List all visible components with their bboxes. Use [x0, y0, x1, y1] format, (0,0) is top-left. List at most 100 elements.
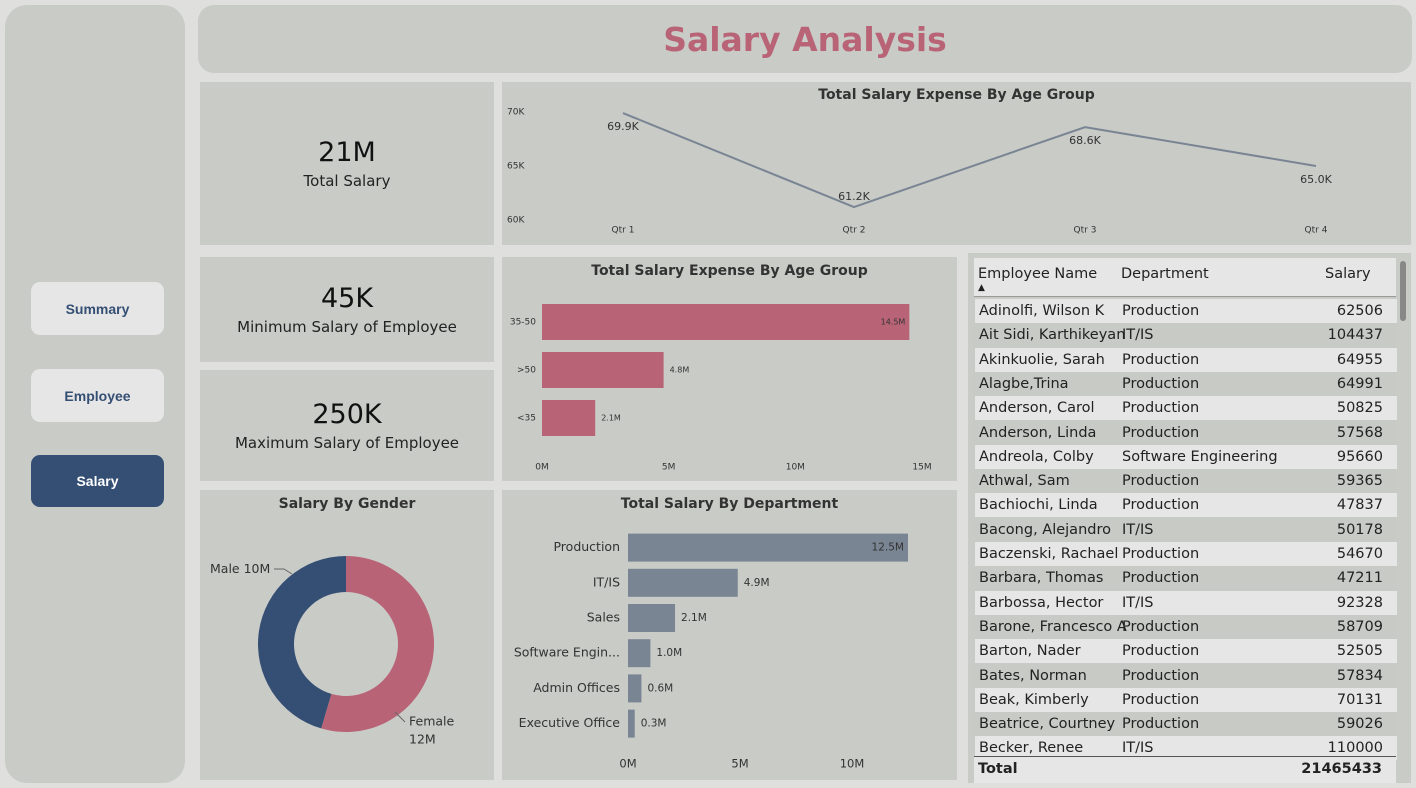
cell: Production	[1122, 570, 1200, 587]
table-row: Bates, Norman Production 57834	[974, 663, 1397, 688]
x-tick-label: Qtr 2	[843, 226, 866, 236]
category-label: 35-50	[510, 318, 536, 328]
bar	[542, 304, 910, 340]
table-row: Ait Sidi, Karthikeyan IT/IS 104437	[974, 323, 1397, 348]
data-label: 1.0M	[656, 647, 682, 659]
chart-title: Total Salary Expense By Age Group	[818, 87, 1094, 103]
table-row: Anderson, Linda Production 57568	[974, 420, 1397, 445]
legend-label: Male 10M	[210, 561, 270, 576]
total-value: 21465433	[1301, 761, 1382, 777]
nav-button[interactable]: Salary	[31, 455, 164, 507]
cell: 64991	[1336, 375, 1383, 392]
kpi-card: 45K Minimum Salary of Employee	[200, 257, 494, 362]
x-tick-label: Qtr 1	[612, 226, 635, 236]
table-row: Barton, Nader Production 52505	[974, 639, 1397, 664]
table-card: Employee Name Department Salary ▲ Adinolfi, …	[968, 253, 1411, 783]
cell: Bachiochi, Linda	[979, 497, 1098, 514]
bar	[628, 639, 651, 668]
bar	[628, 533, 908, 562]
chart-title: Total Salary Expense By Age Group	[591, 263, 867, 279]
chart-title: Total Salary By Department	[621, 496, 839, 512]
cell: 70131	[1336, 691, 1383, 708]
bar	[628, 674, 642, 703]
table-row: Anderson, Carol Production 50825	[974, 396, 1397, 421]
data-label: 2.1M	[601, 414, 621, 423]
data-label: 4.9M	[744, 577, 770, 589]
cell: 59365	[1336, 473, 1383, 490]
bar	[628, 709, 635, 738]
cell: 54670	[1336, 546, 1383, 562]
table-row: Barbossa, Hector IT/IS 92328	[974, 590, 1397, 615]
cell: Production	[1122, 618, 1200, 635]
chart: Total Salary Expense By Age Group 60K 65K 7…	[507, 87, 1333, 236]
cell: Barone, Francesco A	[979, 618, 1127, 635]
cell: Anderson, Carol	[979, 400, 1095, 417]
cell: Production	[1122, 303, 1200, 319]
cell: 57568	[1336, 424, 1383, 441]
table-total: Total 21465433	[974, 756, 1396, 783]
cell: Bates, Norman	[979, 667, 1087, 684]
x-tick-label: 10M	[840, 757, 865, 771]
bar	[542, 352, 664, 388]
cell: Alagbe,Trina	[979, 375, 1069, 392]
legend-value: 12M	[409, 732, 436, 747]
header: Salary Analysis	[198, 5, 1412, 73]
legend-category: Male	[210, 561, 240, 576]
cell: 50178	[1336, 521, 1383, 538]
category-label: Software Engin...	[514, 645, 620, 660]
data-label: 61.2K	[838, 190, 870, 203]
table-row: Andreola, Colby Software Engineering 95660	[974, 444, 1397, 469]
total-label: Total	[978, 761, 1018, 777]
cell: Ait Sidi, Karthikeyan	[979, 327, 1126, 344]
leader-line	[394, 711, 406, 723]
page-title: Salary Analysis	[663, 19, 947, 59]
cell: 59026	[1336, 716, 1383, 733]
table-row: Alagbe,Trina Production 64991	[974, 371, 1397, 396]
nav-label: Summary	[65, 300, 130, 317]
x-tick-label: Qtr 4	[1305, 226, 1328, 236]
donut-slice	[321, 556, 435, 732]
cell: Production	[1122, 716, 1200, 733]
x-tick-label: 5M	[662, 463, 676, 473]
data-label: 69.9K	[607, 120, 639, 133]
cell: Athwal, Sam	[979, 473, 1070, 490]
table-row: Bachiochi, Linda Production 47837	[974, 493, 1397, 518]
nav-button[interactable]: Employee	[31, 369, 164, 422]
cell: Production	[1122, 351, 1200, 368]
table-row: Baczenski, Rachael Production 54670	[974, 542, 1397, 566]
cell: Barbossa, Hector	[979, 594, 1104, 611]
cell: Beak, Kimberly	[979, 691, 1089, 708]
legend-value: 10M	[244, 561, 271, 576]
cell: 62506	[1336, 303, 1383, 319]
nav-button[interactable]: Summary	[31, 282, 164, 335]
table-row: Beak, Kimberly Production 70131	[974, 687, 1397, 712]
kpi-value: 45K	[320, 283, 374, 314]
x-tick-label: 10M	[786, 463, 805, 473]
data-label: 12.5M	[872, 542, 904, 554]
legend-category: Female	[409, 714, 455, 729]
chart-card: Total Salary Expense By Age Group 60K 65K 7…	[502, 82, 1411, 245]
kpi-label: Maximum Salary of Employee	[234, 434, 460, 452]
category-label: Production	[553, 539, 620, 554]
x-tick-label: 0M	[619, 757, 636, 771]
cell: IT/IS	[1122, 594, 1154, 611]
cell: Barbara, Thomas	[979, 570, 1104, 587]
data-label: 0.6M	[647, 682, 673, 694]
chart-card: Salary By Gender Male 10M Female 12M	[200, 490, 494, 780]
data-label: 4.8M	[670, 366, 690, 375]
cell: 57834	[1336, 667, 1383, 684]
cell: 50825	[1336, 400, 1383, 417]
scrollbar[interactable]	[1400, 261, 1406, 321]
category-label: Admin Offices	[533, 680, 620, 695]
kpi-label: Total Salary	[303, 172, 391, 190]
table-row: Adinolfi, Wilson K Production 62506	[974, 299, 1397, 323]
cell: 95660	[1336, 448, 1383, 465]
data-label: 2.1M	[681, 612, 707, 624]
chart-title: Salary By Gender	[279, 496, 416, 512]
sort-icon: ▲	[978, 283, 985, 293]
table-row: Beatrice, Courtney Production 59026	[974, 712, 1397, 737]
cell: Andreola, Colby	[979, 448, 1094, 465]
cell: Production	[1122, 643, 1200, 660]
cell: Becker, Renee	[979, 740, 1084, 757]
table-row: Barbara, Thomas Production 47211	[974, 566, 1397, 591]
